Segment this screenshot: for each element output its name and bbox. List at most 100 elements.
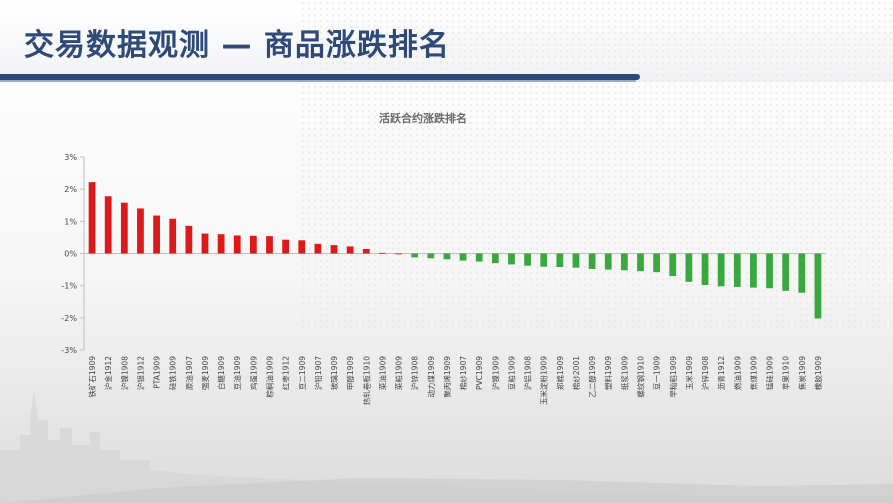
x-tick-label: 锰硅1909 — [765, 356, 775, 390]
x-tick-label: 纸浆1909 — [619, 356, 629, 390]
x-tick-label: 菜粕1909 — [394, 356, 404, 390]
y-tick-label: 1% — [64, 217, 77, 226]
bar — [88, 182, 96, 254]
bar — [685, 253, 693, 282]
x-tick-label: 乙二醇1909 — [587, 356, 597, 398]
x-tick-label: 红枣1912 — [281, 356, 291, 390]
bar — [750, 253, 757, 288]
x-tick-label: 焦煤1909 — [748, 356, 758, 390]
bar — [314, 243, 322, 254]
bar — [185, 225, 193, 254]
x-tick-label: 沪银1912 — [135, 356, 145, 390]
bar — [475, 253, 483, 262]
bar — [556, 253, 564, 268]
y-tick-label: 3% — [64, 153, 77, 162]
bar — [282, 239, 290, 254]
bar — [395, 253, 402, 255]
x-tick-label: 玉米淀粉1909 — [539, 356, 549, 405]
x-tick-label: 聚丙烯1909 — [442, 356, 452, 398]
x-tick-label: 棉纱1907 — [458, 356, 468, 390]
x-tick-label: 硅铁1909 — [168, 356, 178, 390]
x-tick-label: 塑料1909 — [603, 356, 613, 390]
x-tick-label: 螺纹钢1910 — [636, 356, 646, 398]
x-tick-label: 原油1907 — [184, 356, 194, 390]
bar — [217, 234, 225, 254]
bar — [669, 253, 677, 277]
bar — [249, 235, 257, 254]
x-tick-label: 沪镍1909 — [490, 356, 500, 390]
bar — [717, 253, 725, 287]
bar — [411, 253, 419, 258]
header-underline-thin — [0, 80, 636, 82]
x-tick-label: 橡胶1909 — [813, 356, 823, 390]
x-tick-label: 沪金1912 — [103, 356, 113, 390]
bar — [266, 236, 273, 254]
x-tick-label: 焦炭1909 — [797, 356, 807, 390]
bar — [346, 246, 354, 254]
bar — [330, 245, 338, 254]
x-tick-label: 棕榈油1909 — [265, 356, 275, 398]
chart-title: 活跃合约涨跌排名 — [379, 111, 467, 125]
bars — [88, 182, 822, 319]
x-tick-label: 沪铝1908 — [523, 356, 533, 390]
bar — [443, 253, 451, 260]
x-tick-label: 豆粕1909 — [506, 356, 516, 390]
bar — [798, 253, 806, 293]
x-tick-label: 热轧卷板1910 — [361, 356, 371, 405]
x-tick-label: 棉纱2001 — [571, 356, 581, 390]
header-underline — [0, 74, 640, 80]
x-tick-label: 豆油1909 — [232, 356, 242, 390]
bar — [362, 249, 370, 254]
bar — [427, 253, 435, 259]
bar — [766, 253, 773, 289]
world-map-dots-background — [300, 0, 893, 330]
bar — [104, 196, 112, 254]
x-tick-label: 菜油1909 — [377, 356, 387, 390]
x-tick-label: 早籼稻1909 — [668, 356, 678, 398]
bar — [733, 253, 741, 287]
bar — [620, 253, 628, 271]
x-tick-label: 强麦1909 — [200, 356, 210, 390]
x-tick-label: 甲醇1909 — [345, 356, 355, 390]
x-tick-label: 玻璃1909 — [329, 356, 339, 390]
x-tick-label: 动力煤1909 — [426, 356, 436, 398]
bar — [588, 253, 596, 269]
x-tick-label: 沪镍1908 — [119, 356, 129, 390]
city-skyline-decoration — [0, 390, 893, 503]
bar — [782, 253, 790, 291]
x-tick-label: 玉米1909 — [684, 356, 694, 390]
bar — [459, 253, 467, 261]
bar — [524, 253, 531, 266]
x-tick-label: 铁矿石1909 — [87, 356, 97, 398]
x-tick-label: 白糖1909 — [216, 356, 226, 390]
x-tick-label: 苹果1910 — [781, 356, 791, 390]
y-tick-label: 2% — [64, 185, 77, 194]
y-tick-label: -1% — [61, 282, 77, 291]
x-tick-label: 沪锌1908 — [410, 356, 420, 390]
bar — [637, 253, 644, 272]
y-tick-label: -3% — [61, 346, 77, 355]
bar — [604, 253, 612, 270]
bar — [137, 208, 144, 254]
x-tick-label: 沪铅1907 — [313, 356, 323, 390]
bar — [701, 253, 709, 286]
bar — [233, 235, 241, 254]
x-tick-label: PVC1909 — [475, 356, 484, 390]
bar — [201, 233, 209, 254]
x-tick-label: 沥青1912 — [716, 356, 726, 390]
bar — [120, 202, 128, 254]
bar — [572, 253, 580, 268]
x-tick-label: 豆二1909 — [298, 356, 307, 390]
page-title: 交易数据观测 — 商品涨跌排名 — [24, 28, 450, 63]
x-axis-labels: 铁矿石1909 沪金1912 沪镍1908 沪银1912 PTA1909 硅铁1909 原油… — [87, 356, 823, 405]
bar — [153, 215, 160, 254]
bar — [491, 253, 499, 264]
bar — [653, 253, 661, 273]
x-tick-label: 鸡蛋1909 — [248, 356, 258, 390]
x-tick-label: 豆一1909 — [653, 356, 662, 390]
y-tick-label: -2% — [61, 314, 77, 323]
bar — [814, 253, 822, 319]
bar — [508, 253, 515, 265]
bar — [379, 252, 386, 254]
